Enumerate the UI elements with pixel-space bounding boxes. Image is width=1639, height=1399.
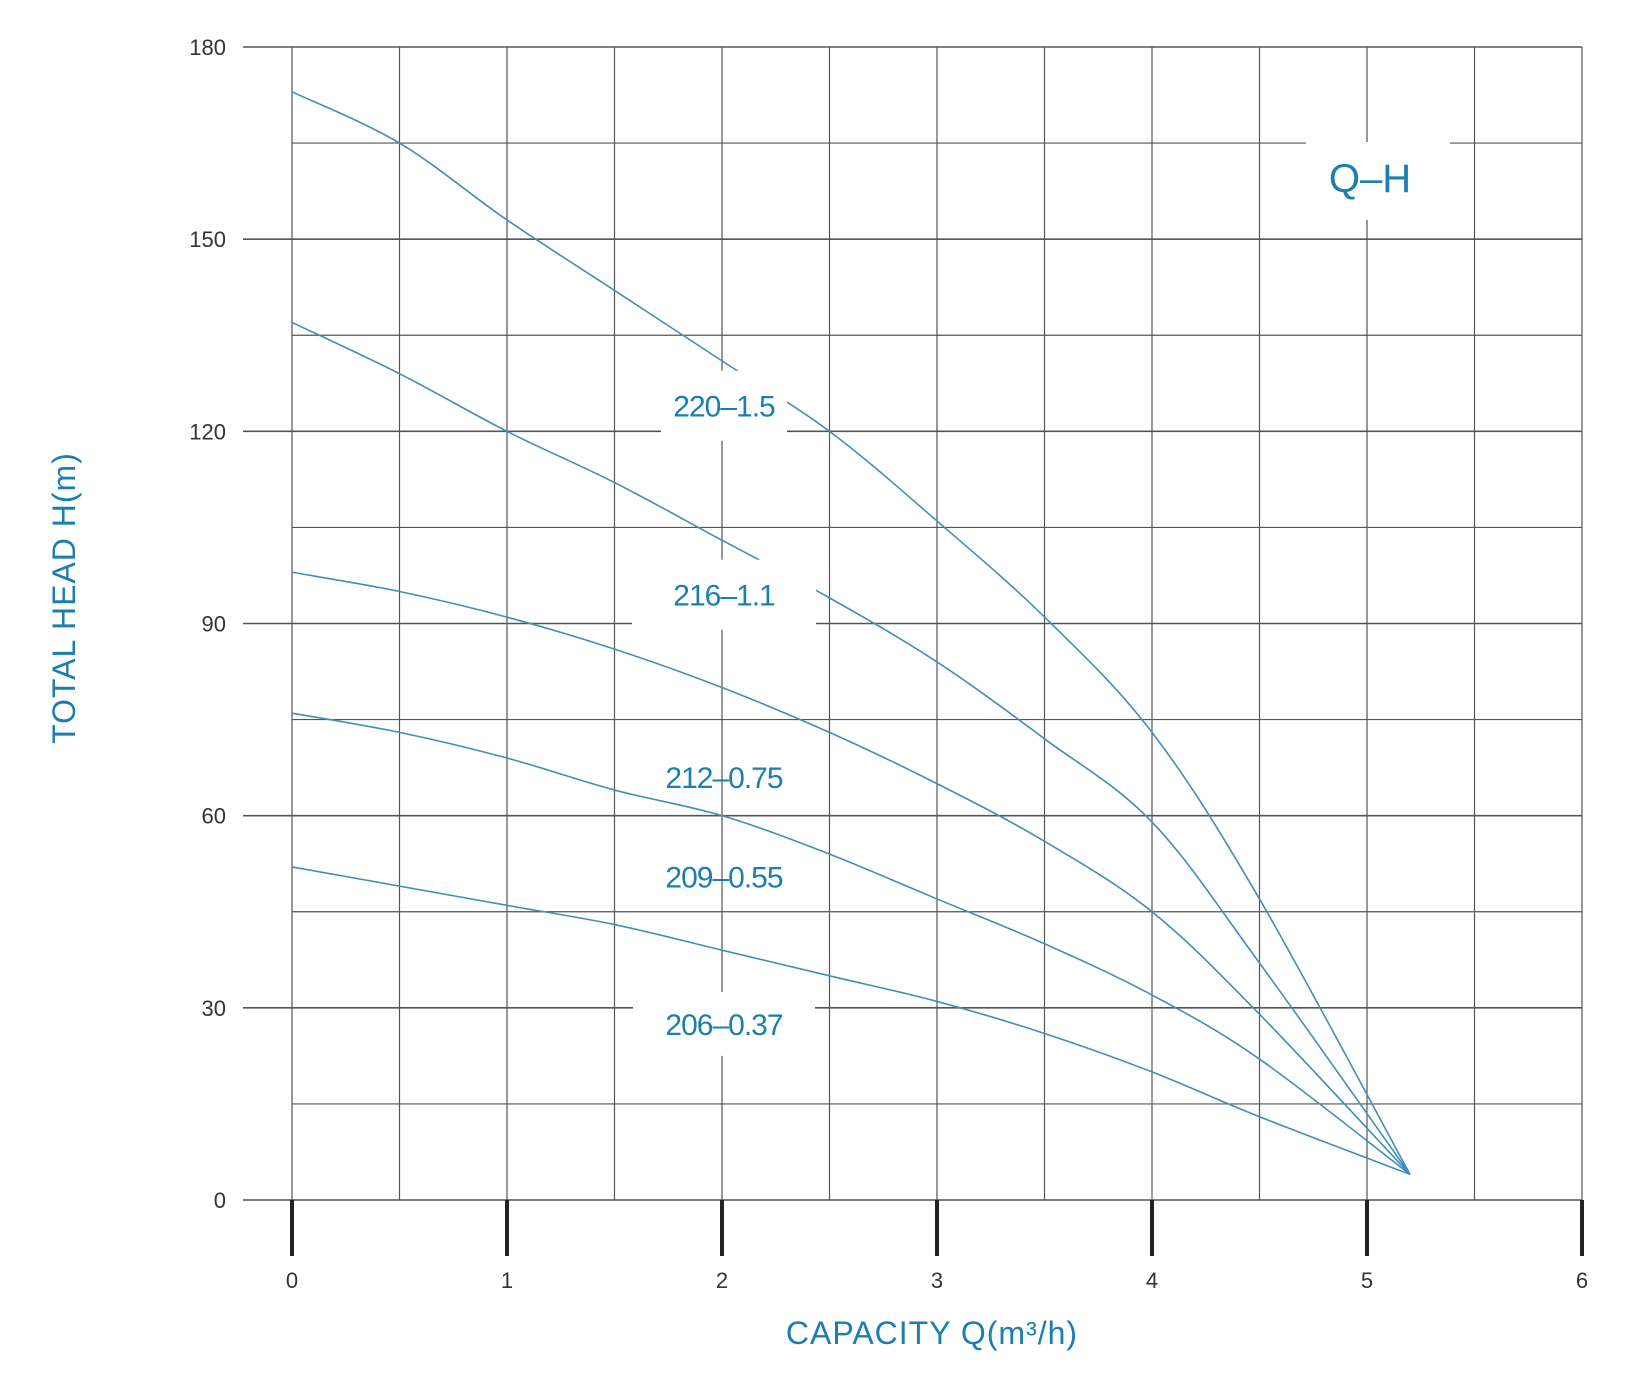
chart-title: Q–H <box>1329 157 1411 201</box>
y-tick-label: 90 <box>202 612 226 637</box>
series-label-bg <box>632 559 816 630</box>
series-label-3: 209–0.55 <box>665 862 782 895</box>
y-tick-label: 150 <box>189 227 226 252</box>
x-tick-label: 0 <box>286 1268 298 1293</box>
series-curve-4 <box>291 866 1411 1176</box>
series-labels: 220–1.5 216–1.1 212–0.75 209–0.55 206–0.37 <box>632 370 816 1056</box>
x-tick-label: 1 <box>501 1268 513 1293</box>
y-tick-label: 30 <box>202 996 226 1021</box>
series-label-1: 216–1.1 <box>673 580 775 613</box>
y-tick-label: 120 <box>189 419 226 444</box>
x-axis-title: CAPACITY Q(m³/h) <box>786 1315 1078 1351</box>
x-tick-label: 4 <box>1146 1268 1158 1293</box>
curves <box>291 91 1411 1176</box>
series-curve-3 <box>291 712 1411 1176</box>
series-curve-2 <box>291 571 1411 1175</box>
series-label-2: 212–0.75 <box>665 762 782 795</box>
y-tick-label: 180 <box>189 35 226 60</box>
y-tick-label: 0 <box>214 1188 226 1213</box>
x-tick-label: 2 <box>716 1268 728 1293</box>
series-curve-1 <box>291 321 1411 1175</box>
series-label-bg <box>661 370 787 441</box>
series-label-bg <box>633 991 815 1056</box>
x-tick-label: 6 <box>1576 1268 1588 1293</box>
x-tick-label: 3 <box>931 1268 943 1293</box>
series-curve-0 <box>291 91 1411 1175</box>
ticks: 0 30 60 90 120 150 180 0 1 2 3 4 5 6 <box>189 35 1588 1293</box>
series-label-4: 206–0.37 <box>665 1009 782 1042</box>
title-box <box>1306 142 1450 220</box>
y-axis-title: TOTAL HEAD H(m) <box>46 452 82 744</box>
series-label-0: 220–1.5 <box>673 391 775 424</box>
x-tick-label: 5 <box>1361 1268 1373 1293</box>
y-tick-label: 60 <box>202 804 226 829</box>
